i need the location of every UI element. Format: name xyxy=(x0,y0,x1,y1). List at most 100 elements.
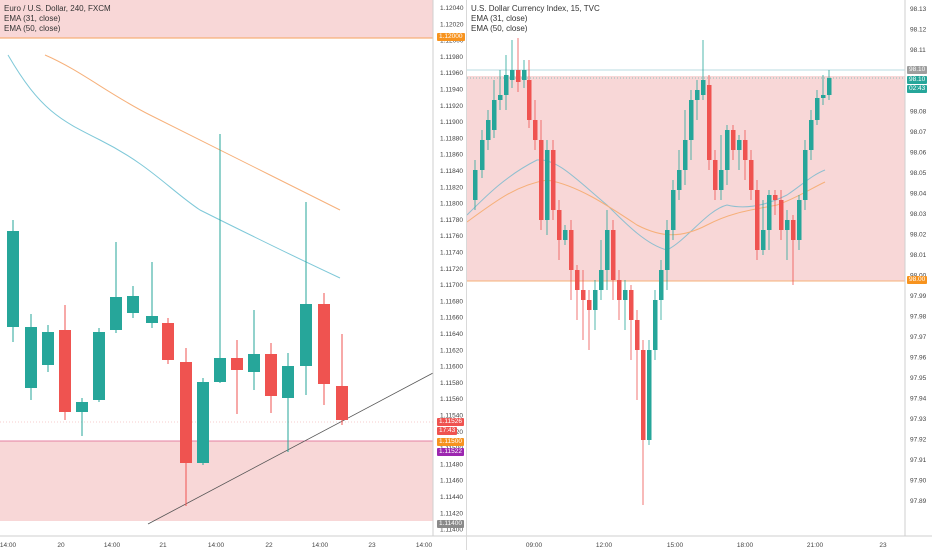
dxy-candle xyxy=(827,78,832,95)
dxy-candle xyxy=(617,280,622,300)
dxy-x-tick-label: 12:00 xyxy=(596,542,613,549)
dxy-candle xyxy=(743,140,748,160)
dxy-y-tick-label: 98.11 xyxy=(910,47,926,54)
eurusd-candle xyxy=(180,362,192,463)
dxy-ema50-label: EMA (50, close) xyxy=(471,24,528,33)
dxy-candle xyxy=(563,230,568,240)
eurusd-x-tick-label: 14:00 xyxy=(312,542,329,549)
dxy-y-tick-label: 98.08 xyxy=(910,109,927,116)
dxy-candle xyxy=(749,160,754,190)
dxy-y-tick-label: 98.05 xyxy=(910,170,927,177)
eurusd-y-tick-label: 1.11660 xyxy=(440,315,463,322)
eurusd-y-tick-label: 1.11560 xyxy=(440,396,463,403)
eurusd-title: Euro / U.S. Dollar, 240, FXCM xyxy=(4,4,111,13)
dxy-candle xyxy=(605,230,610,270)
dxy-x-tick-label: 21:00 xyxy=(807,542,824,549)
eurusd-y-tick-label: 1.11440 xyxy=(440,494,463,501)
dxy-candle xyxy=(683,140,688,170)
eurusd-y-tick-label: 1.12020 xyxy=(440,21,464,28)
dxy-y-tick-label: 98.03 xyxy=(910,211,927,218)
dxy-price-tag: 98.10 xyxy=(907,76,928,84)
dxy-candle xyxy=(815,98,820,120)
dxy-candle xyxy=(611,230,616,280)
eurusd-trendline xyxy=(147,372,434,525)
dxy-candle xyxy=(737,140,742,150)
eurusd-x-tick-label: 14:00 xyxy=(416,542,433,549)
dxy-ema31-line xyxy=(467,159,826,251)
eurusd-y-tick-label: 1.11620 xyxy=(440,347,463,354)
eurusd-x-tick-label: 14:00 xyxy=(0,542,17,549)
eurusd-candle xyxy=(282,366,294,398)
dxy-ema31-label: EMA (31, close) xyxy=(471,14,528,23)
dxy-candle xyxy=(510,70,515,80)
dxy-candle xyxy=(767,195,772,230)
eurusd-candle xyxy=(265,354,277,396)
eurusd-candle xyxy=(197,382,209,463)
eurusd-ema50-line xyxy=(44,54,341,211)
eurusd-y-tick-label: 1.11740 xyxy=(440,250,463,257)
dxy-y-tick-label: 97.99 xyxy=(910,293,927,300)
eurusd-chart-panel[interactable]: 1.12040 1.12020 1.12000 1.11980 1.11960 1.119… xyxy=(0,0,466,550)
eurusd-candle xyxy=(7,231,19,327)
dxy-candle xyxy=(653,300,658,350)
eurusd-candle xyxy=(127,296,139,313)
dxy-candle xyxy=(713,160,718,190)
eurusd-candle xyxy=(318,304,330,384)
eurusd-y-tick-label: 1.11980 xyxy=(440,54,463,61)
dxy-y-tick-label: 97.90 xyxy=(910,478,927,485)
eurusd-purple-tag: 1.11522 xyxy=(437,448,465,456)
dxy-candle xyxy=(797,200,802,240)
dxy-candle xyxy=(641,350,646,440)
dxy-candle xyxy=(761,230,766,250)
dxy-chart[interactable]: 98.1398.1298.1198.1098.0998.0898.0798.06… xyxy=(467,0,932,550)
dxy-y-tick-label: 98.13 xyxy=(910,6,927,13)
dxy-candle xyxy=(545,150,550,220)
eurusd-y-tick-label: 1.11940 xyxy=(440,87,463,94)
dxy-y-tick-label: 98.04 xyxy=(910,191,927,198)
eurusd-y-tick-label: 1.11540 xyxy=(440,413,463,420)
eurusd-ema31-label: EMA (31, close) xyxy=(4,14,61,23)
dxy-candle xyxy=(533,120,538,140)
dxy-candle xyxy=(623,290,628,300)
eurusd-candle xyxy=(76,402,88,412)
eurusd-upper-zone xyxy=(0,0,433,38)
dxy-bottom-level-tag: 98.00 xyxy=(907,276,928,284)
dxy-ema50-line xyxy=(467,179,826,236)
eurusd-candle xyxy=(248,354,260,372)
dxy-y-tick-label: 97.89 xyxy=(910,498,927,505)
dxy-y-tick-label: 98.02 xyxy=(910,232,927,239)
eurusd-candle xyxy=(231,358,243,370)
eurusd-y-tick-label: 1.11960 xyxy=(440,70,463,77)
dxy-candle xyxy=(803,150,808,200)
dxy-candle xyxy=(480,140,485,170)
eurusd-ema31-line xyxy=(7,54,341,279)
dxy-zone xyxy=(467,76,905,281)
dxy-candle xyxy=(779,200,784,230)
dxy-countdown-tag: 02:43 xyxy=(907,85,928,93)
dxy-candle xyxy=(677,170,682,190)
eurusd-y-tick-label: 1.11780 xyxy=(440,217,463,224)
eurusd-y-tick-label: 1.11720 xyxy=(440,266,463,273)
dxy-candle xyxy=(785,220,790,230)
eurusd-x-tick-label: 14:00 xyxy=(208,542,225,549)
dxy-candle xyxy=(557,210,562,240)
dxy-candle xyxy=(599,270,604,290)
dxy-candle xyxy=(551,150,556,210)
dxy-chart-panel[interactable]: 98.1398.1298.1198.1098.0998.0898.0798.06… xyxy=(466,0,932,550)
dxy-candle xyxy=(504,75,509,95)
dxy-candle xyxy=(498,95,503,100)
dxy-candle xyxy=(581,290,586,300)
dxy-x-tick-label: 18:00 xyxy=(737,542,754,549)
dxy-candle xyxy=(516,70,521,82)
dxy-x-tick-label: 09:00 xyxy=(526,542,543,549)
eurusd-y-tick-label: 1.11920 xyxy=(440,103,463,110)
dxy-y-tick-label: 97.91 xyxy=(910,457,927,464)
dxy-candle xyxy=(575,270,580,290)
eurusd-y-tick-label: 1.11840 xyxy=(440,168,463,175)
eurusd-price-tag: 1.11526 xyxy=(437,418,465,426)
dxy-y-tick-label: 98.01 xyxy=(910,252,927,259)
dxy-candle xyxy=(629,290,634,320)
eurusd-chart[interactable]: 1.12040 1.12020 1.12000 1.11980 1.11960 1.119… xyxy=(0,0,466,550)
eurusd-y-tick-label: 1.11820 xyxy=(440,184,463,191)
eurusd-y-tick-label: 1.11760 xyxy=(440,233,463,240)
